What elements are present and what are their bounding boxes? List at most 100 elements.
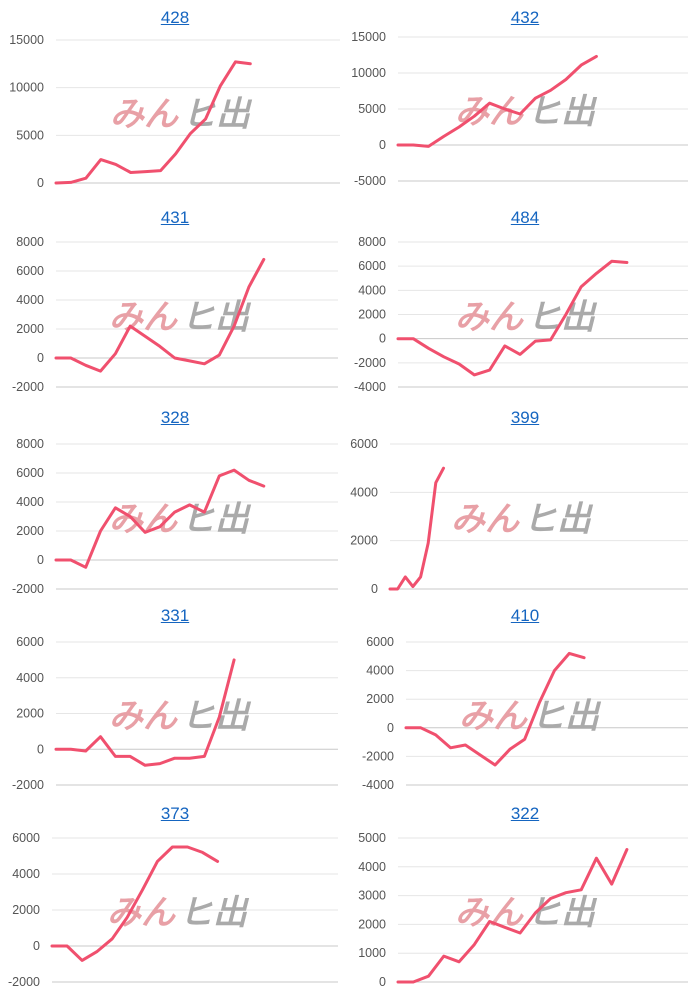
y-tick-label: -2000 — [12, 582, 44, 596]
chart-svg: -2000 0 2000 4000 6000 みん ヒ出 — [12, 635, 338, 792]
y-tick-label: 2000 — [16, 524, 44, 538]
y-tick-label: -2000 — [8, 975, 40, 989]
watermark-logo: ヒ出 — [181, 697, 252, 737]
y-tick-label: 4000 — [16, 671, 44, 685]
y-tick-label: -2000 — [362, 749, 394, 763]
chart-title-link[interactable]: 399 — [510, 408, 540, 427]
y-tick-label: 2000 — [12, 903, 40, 917]
y-tick-label: 0 — [379, 975, 386, 989]
y-tick-label: 2000 — [358, 917, 386, 931]
y-tick-label: 2000 — [350, 534, 378, 548]
y-tick-label: 4000 — [16, 495, 44, 509]
series-line — [396, 259, 629, 377]
y-tick-label: 0 — [37, 176, 44, 190]
watermark-logo: ヒ出 — [181, 298, 252, 338]
y-tick-label: 4000 — [12, 867, 40, 881]
chart-panel-373: 373 -2000 0 2000 4000 6000 みん ヒ出 — [0, 796, 350, 996]
y-tick-label: 0 — [37, 742, 44, 756]
watermark-logo: みん — [109, 697, 178, 737]
y-tick-label: 6000 — [16, 264, 44, 278]
chart-svg: 0 5000 10000 15000 みん ヒ出 — [9, 33, 340, 190]
y-tick-label: 10000 — [9, 81, 44, 95]
chart-panel-328: 328 -2000 0 2000 4000 6000 8000 みん ヒ出 — [0, 400, 350, 600]
chart-svg: -4000 -2000 0 2000 4000 6000 みん ヒ出 — [362, 635, 688, 792]
y-tick-label: 5000 — [16, 128, 44, 142]
watermark-logo: ヒ出 — [527, 92, 598, 132]
watermark-logo: みん — [455, 893, 524, 933]
series-line — [396, 54, 598, 148]
chart-title-link[interactable]: 331 — [160, 606, 190, 625]
y-tick-label: 6000 — [12, 831, 40, 845]
y-tick-label: 6000 — [366, 635, 394, 649]
series-line — [396, 848, 629, 984]
y-tick-label: 6000 — [358, 259, 386, 273]
y-tick-label: 4000 — [350, 485, 378, 499]
y-tick-label: -2000 — [12, 380, 44, 394]
chart-title-link[interactable]: 431 — [160, 208, 190, 227]
y-tick-label: -4000 — [362, 778, 394, 792]
y-tick-label: 8000 — [358, 235, 386, 249]
y-tick-label: -4000 — [354, 380, 386, 394]
y-tick-label: 6000 — [350, 437, 378, 451]
watermark-logo: みん — [451, 500, 520, 540]
chart-panel-484: 484 -4000 -2000 0 2000 4000 6000 8000 みん ヒ出 — [350, 200, 700, 400]
y-tick-label: 2000 — [358, 308, 386, 322]
y-tick-label: 4000 — [366, 664, 394, 678]
y-tick-label: 0 — [387, 721, 394, 735]
y-tick-label: 15000 — [9, 33, 44, 47]
y-tick-label: 8000 — [16, 235, 44, 249]
watermark-logo: ヒ出 — [531, 697, 602, 737]
chart-panel-322: 322 0 1000 2000 3000 4000 5000 みん ヒ出 — [350, 796, 700, 996]
chart-title-link[interactable]: 410 — [510, 606, 540, 625]
watermark-logo: ヒ出 — [182, 95, 253, 135]
y-tick-label: 0 — [379, 138, 386, 152]
y-tick-label: 4000 — [16, 293, 44, 307]
y-tick-label: 6000 — [16, 635, 44, 649]
chart-panel-431: 431 -2000 0 2000 4000 6000 8000 みん ヒ出 — [0, 200, 350, 400]
chart-title-link[interactable]: 428 — [160, 8, 190, 27]
y-tick-label: 2000 — [16, 322, 44, 336]
watermark-logo: ヒ出 — [527, 893, 598, 933]
y-tick-label: -2000 — [354, 356, 386, 370]
watermark-logo: みん — [459, 697, 528, 737]
y-tick-label: 5000 — [358, 831, 386, 845]
chart-title-link[interactable]: 432 — [510, 8, 540, 27]
chart-title-link[interactable]: 322 — [510, 804, 540, 823]
y-tick-label: 2000 — [16, 707, 44, 721]
series-line — [50, 845, 220, 962]
chart-svg: 0 1000 2000 3000 4000 5000 みん ヒ出 — [358, 831, 688, 989]
y-tick-label: 0 — [33, 939, 40, 953]
chart-title-link[interactable]: 328 — [160, 408, 190, 427]
chart-title-link[interactable]: 484 — [510, 208, 540, 227]
y-tick-label: -2000 — [12, 778, 44, 792]
watermark-logo: ヒ出 — [523, 500, 594, 540]
chart-panel-432: 432 -5000 0 5000 10000 15000 みん ヒ出 — [350, 0, 700, 200]
y-tick-label: 6000 — [16, 466, 44, 480]
watermark-logo: みん — [110, 95, 179, 135]
chart-panel-410: 410 -4000 -2000 0 2000 4000 6000 みん ヒ出 — [350, 598, 700, 798]
series-line — [404, 651, 586, 767]
chart-panel-331: 331 -2000 0 2000 4000 6000 みん ヒ出 — [0, 598, 350, 798]
series-line — [388, 466, 445, 591]
y-tick-label: 3000 — [358, 889, 386, 903]
y-tick-label: 1000 — [358, 946, 386, 960]
watermark-logo: みん — [107, 893, 176, 933]
series-line — [54, 658, 236, 767]
chart-title-link[interactable]: 373 — [160, 804, 190, 823]
chart-panel-428: 428 0 5000 10000 15000 みん ヒ出 — [0, 0, 350, 200]
y-tick-label: 0 — [37, 553, 44, 567]
chart-panel-399: 399 0 2000 4000 6000 みん ヒ出 — [350, 400, 700, 600]
y-tick-label: 4000 — [358, 283, 386, 297]
y-tick-label: 15000 — [351, 30, 386, 44]
y-tick-label: 5000 — [358, 102, 386, 116]
series-line — [54, 468, 266, 569]
y-tick-label: -5000 — [354, 174, 386, 188]
y-tick-label: 0 — [379, 332, 386, 346]
y-tick-label: 4000 — [358, 860, 386, 874]
y-tick-label: 10000 — [351, 66, 386, 80]
